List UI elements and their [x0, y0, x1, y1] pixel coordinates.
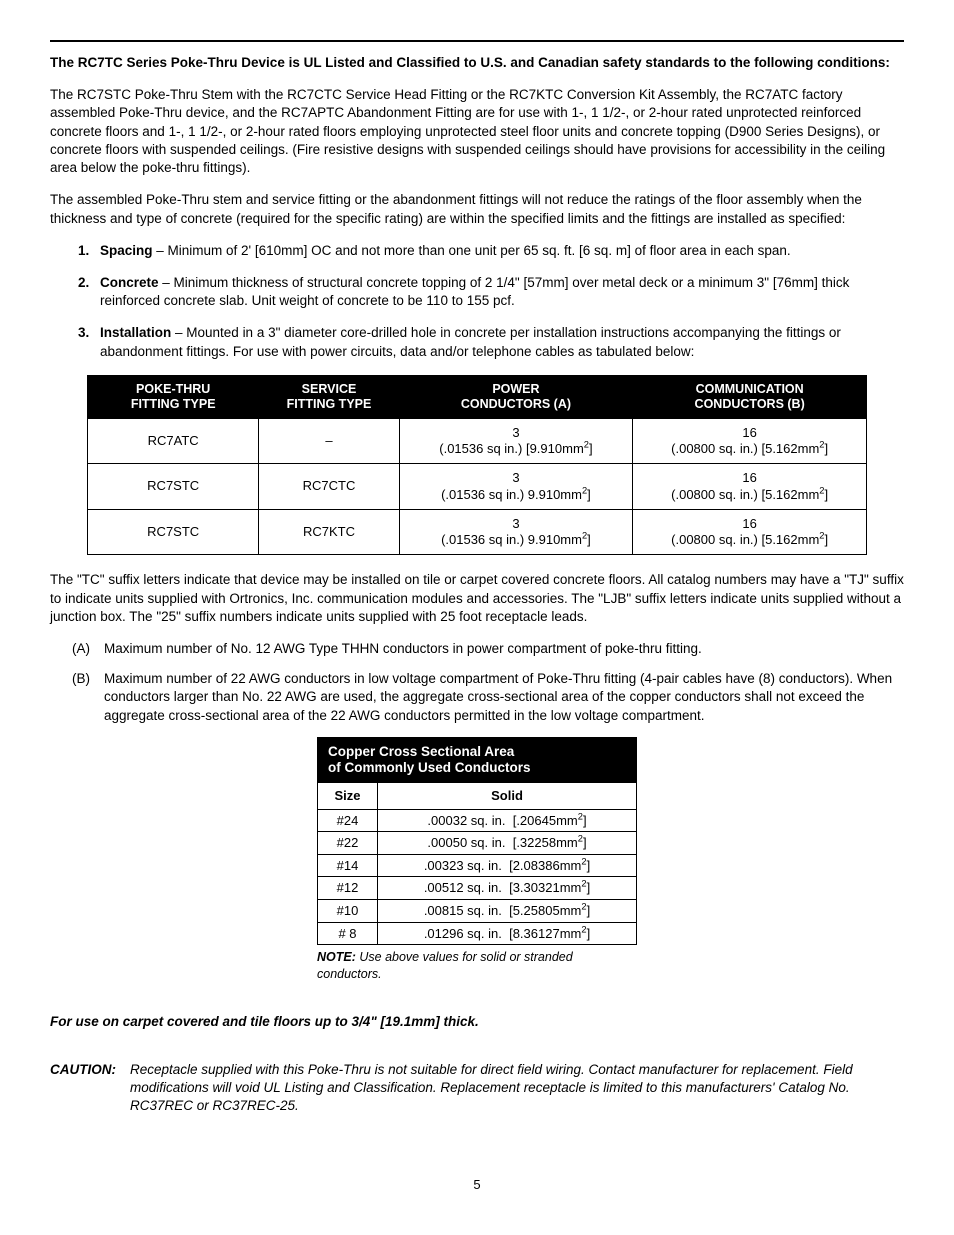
letter-body: Maximum number of 22 AWG conductors in l…: [104, 670, 904, 725]
fitting-table: Poke-ThruFitting Type ServiceFitting Typ…: [87, 375, 867, 556]
caution-block: CAUTION: Receptacle supplied with this P…: [50, 1061, 904, 1116]
list-item: 3. Installation – Mounted in a 3" diamet…: [78, 324, 904, 360]
caution-text: Receptacle supplied with this Poke-Thru …: [130, 1061, 904, 1116]
t2-title: Copper Cross Sectional Areaof Commonly U…: [318, 737, 637, 782]
cell-poke-thru: RC7STC: [88, 464, 259, 510]
list-item: 2. Concrete – Minimum thickness of struc…: [78, 274, 904, 310]
cell-poke-thru: RC7ATC: [88, 418, 259, 464]
cell-solid: .00032 sq. in. [.20645mm2]: [378, 809, 637, 832]
paragraph-2: The assembled Poke-Thru stem and service…: [50, 191, 904, 227]
note-b: (B) Maximum number of 22 AWG conductors …: [50, 670, 904, 725]
caution-label: CAUTION:: [50, 1061, 130, 1116]
th-service: ServiceFitting Type: [259, 375, 399, 418]
cell-size: #14: [318, 854, 378, 877]
table-note: NOTE: Use above values for solid or stra…: [317, 949, 637, 983]
table-row: #12.00512 sq. in. [3.30321mm2]: [318, 877, 637, 900]
cell-solid: .00050 sq. in. [.32258mm2]: [378, 832, 637, 855]
th-comm: CommunicationConductors (B): [633, 375, 867, 418]
cell-power: 3(.01536 sq in.) [9.910mm2]: [399, 418, 633, 464]
table-row: #24.00032 sq. in. [.20645mm2]: [318, 809, 637, 832]
note-a: (A) Maximum number of No. 12 AWG Type TH…: [50, 640, 904, 658]
cell-solid: .00815 sq. in. [5.25805mm2]: [378, 899, 637, 922]
rule-top: [50, 40, 904, 42]
cell-poke-thru: RC7STC: [88, 509, 259, 555]
cell-service: RC7KTC: [259, 509, 399, 555]
cell-size: #24: [318, 809, 378, 832]
t2-size-header: Size: [318, 783, 378, 810]
numbered-list: 1. Spacing – Minimum of 2' [610mm] OC an…: [50, 242, 904, 361]
item-number: 3.: [78, 324, 100, 360]
table-row: # 8.01296 sq. in. [8.36127mm2]: [318, 922, 637, 945]
paragraph-1: The RC7STC Poke-Thru Stem with the RC7CT…: [50, 86, 904, 177]
letter-label: (A): [72, 640, 104, 658]
floor-use-note: For use on carpet covered and tile floor…: [50, 1013, 904, 1031]
th-power: PowerConductors (A): [399, 375, 633, 418]
cell-power: 3(.01536 sq in.) 9.910mm2]: [399, 464, 633, 510]
page-number: 5: [50, 1176, 904, 1194]
letter-label: (B): [72, 670, 104, 725]
table-row: #22.00050 sq. in. [.32258mm2]: [318, 832, 637, 855]
cell-size: #12: [318, 877, 378, 900]
conductor-area-table: Copper Cross Sectional Areaof Commonly U…: [317, 737, 637, 945]
cell-service: –: [259, 418, 399, 464]
cell-solid: .00512 sq. in. [3.30321mm2]: [378, 877, 637, 900]
cell-size: # 8: [318, 922, 378, 945]
table-row: RC7ATC–3(.01536 sq in.) [9.910mm2]16(.00…: [88, 418, 867, 464]
item-number: 2.: [78, 274, 100, 310]
t2-solid-header: Solid: [378, 783, 637, 810]
table-row: #14.00323 sq. in. [2.08386mm2]: [318, 854, 637, 877]
cell-comm: 16(.00800 sq. in.) [5.162mm2]: [633, 464, 867, 510]
table-row: #10.00815 sq. in. [5.25805mm2]: [318, 899, 637, 922]
cell-service: RC7CTC: [259, 464, 399, 510]
letter-body: Maximum number of No. 12 AWG Type THHN c…: [104, 640, 904, 658]
cell-solid: .01296 sq. in. [8.36127mm2]: [378, 922, 637, 945]
list-item: 1. Spacing – Minimum of 2' [610mm] OC an…: [78, 242, 904, 260]
item-body: Concrete – Minimum thickness of structur…: [100, 274, 904, 310]
table-row: RC7STCRC7KTC3(.01536 sq in.) 9.910mm2]16…: [88, 509, 867, 555]
cell-solid: .00323 sq. in. [2.08386mm2]: [378, 854, 637, 877]
cell-power: 3(.01536 sq in.) 9.910mm2]: [399, 509, 633, 555]
cell-comm: 16(.00800 sq. in.) [5.162mm2]: [633, 418, 867, 464]
th-poke-thru: Poke-ThruFitting Type: [88, 375, 259, 418]
cell-size: #10: [318, 899, 378, 922]
table-row: RC7STCRC7CTC3(.01536 sq in.) 9.910mm2]16…: [88, 464, 867, 510]
paragraph-3: The "TC" suffix letters indicate that de…: [50, 571, 904, 626]
cell-comm: 16(.00800 sq. in.) [5.162mm2]: [633, 509, 867, 555]
intro-heading: The RC7TC Series Poke-Thru Device is UL …: [50, 54, 904, 72]
item-body: Spacing – Minimum of 2' [610mm] OC and n…: [100, 242, 904, 260]
item-body: Installation – Mounted in a 3" diameter …: [100, 324, 904, 360]
cell-size: #22: [318, 832, 378, 855]
item-number: 1.: [78, 242, 100, 260]
